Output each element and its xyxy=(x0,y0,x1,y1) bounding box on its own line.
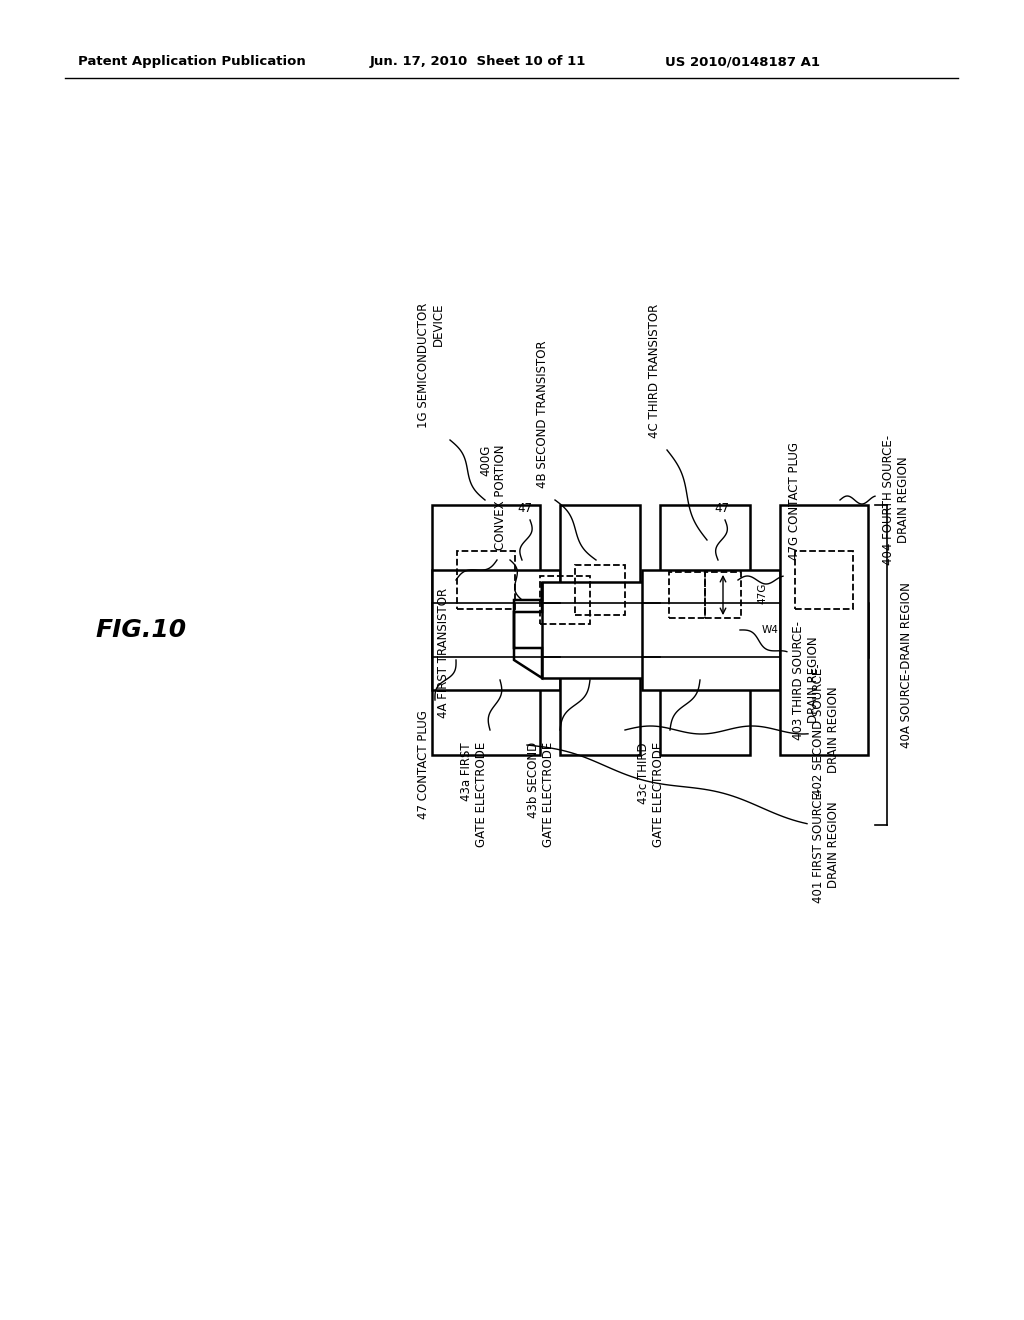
Bar xyxy=(705,572,741,618)
Polygon shape xyxy=(514,582,542,678)
Bar xyxy=(432,506,540,755)
Text: 43a FIRST
GATE ELECTRODE: 43a FIRST GATE ELECTRODE xyxy=(460,742,488,847)
Bar xyxy=(780,506,868,755)
Text: US 2010/0148187 A1: US 2010/0148187 A1 xyxy=(665,55,820,69)
Text: Jun. 17, 2010  Sheet 10 of 11: Jun. 17, 2010 Sheet 10 of 11 xyxy=(370,55,587,69)
Text: 47G: 47G xyxy=(757,582,767,603)
Text: 4B SECOND TRANSISTOR: 4B SECOND TRANSISTOR xyxy=(536,341,549,488)
Bar xyxy=(542,582,660,678)
Bar xyxy=(669,572,705,618)
Text: 47G CONTACT PLUG: 47G CONTACT PLUG xyxy=(788,442,801,560)
Text: 4C THIRD TRANSISTOR: 4C THIRD TRANSISTOR xyxy=(648,304,662,438)
Bar xyxy=(432,570,560,690)
Text: 47: 47 xyxy=(517,502,532,515)
Text: 40A SOURCE-DRAIN REGION: 40A SOURCE-DRAIN REGION xyxy=(900,582,913,748)
Text: 402 SECOND SOURCE-
DRAIN REGION: 402 SECOND SOURCE- DRAIN REGION xyxy=(812,664,840,796)
Text: 43b SECOND
GATE ELECTRODE: 43b SECOND GATE ELECTRODE xyxy=(527,742,555,847)
Bar xyxy=(795,550,853,609)
Text: 43c THIRD
GATE ELECTRODE: 43c THIRD GATE ELECTRODE xyxy=(637,742,665,847)
Text: 403 THIRD SOURCE-
DRAIN REGION: 403 THIRD SOURCE- DRAIN REGION xyxy=(792,620,820,739)
Text: 47: 47 xyxy=(715,502,729,515)
Text: FIG.10: FIG.10 xyxy=(95,618,186,642)
Text: 400G
CONVEX PORTION: 400G CONVEX PORTION xyxy=(479,445,507,550)
Text: 1G SEMICONDUCTOR
DEVICE: 1G SEMICONDUCTOR DEVICE xyxy=(417,302,445,428)
Bar xyxy=(660,506,750,755)
Text: 47 CONTACT PLUG: 47 CONTACT PLUG xyxy=(417,710,430,818)
Bar xyxy=(457,550,515,609)
Text: Patent Application Publication: Patent Application Publication xyxy=(78,55,306,69)
Text: 401 FIRST SOURCE-
DRAIN REGION: 401 FIRST SOURCE- DRAIN REGION xyxy=(812,787,840,903)
Bar xyxy=(540,576,590,624)
Bar xyxy=(432,603,868,657)
Bar xyxy=(560,506,640,755)
Text: 4A FIRST TRANSISTOR: 4A FIRST TRANSISTOR xyxy=(437,587,450,718)
Bar xyxy=(575,565,625,615)
Bar xyxy=(642,570,780,690)
Text: 404 FOURTH SOURCE-
DRAIN REGION: 404 FOURTH SOURCE- DRAIN REGION xyxy=(882,434,910,565)
Text: W4: W4 xyxy=(762,624,779,635)
